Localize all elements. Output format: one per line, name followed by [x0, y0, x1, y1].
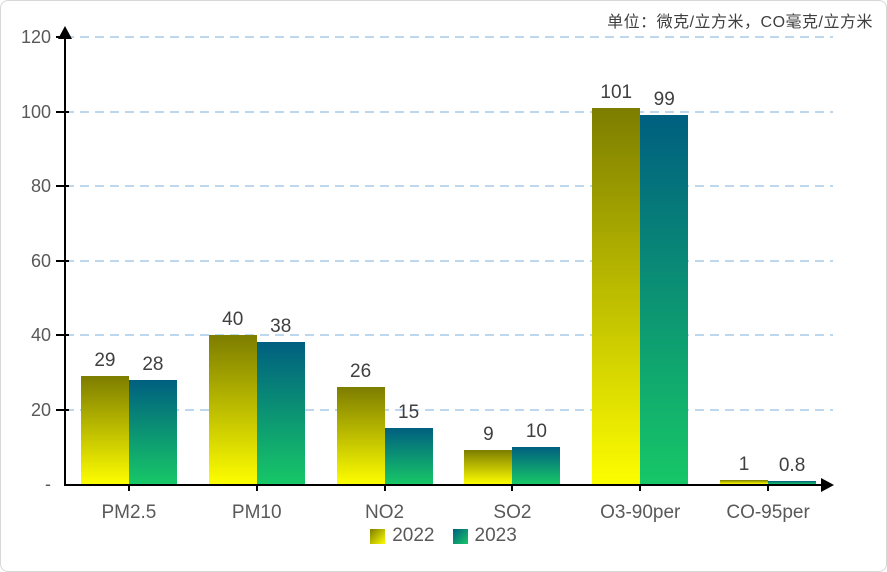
x-axis-tick: [511, 486, 514, 491]
bar-value-label: 10: [525, 420, 547, 442]
bar-value-label: 26: [350, 361, 372, 383]
bar-2022: [464, 450, 513, 484]
category-label: PM2.5: [101, 502, 157, 523]
bar-2022: [80, 375, 129, 484]
y-axis-tick: [56, 185, 69, 187]
gridline: [65, 408, 833, 411]
gridline: [65, 36, 833, 38]
bar-value-label: 29: [94, 349, 116, 371]
y-tick-label: 80: [30, 176, 51, 196]
bar-value-label: 99: [653, 89, 675, 111]
bar-2023: [640, 115, 689, 484]
x-axis-tick: [255, 486, 258, 491]
x-axis-tick: [383, 486, 386, 491]
bar-value-label: 40: [222, 309, 244, 330]
bar-2023: [384, 428, 433, 484]
category-label: NO2: [365, 502, 405, 523]
bar-2023: [256, 342, 305, 484]
bar-2023: [512, 446, 561, 484]
bar-value-label: 101: [600, 81, 633, 103]
gridline: [65, 185, 833, 187]
legend-label-2023: 2023: [474, 525, 517, 546]
legend: 2022 2023: [1, 525, 886, 547]
legend-swatch-2023: [452, 528, 468, 544]
y-tick-label: 40: [30, 325, 51, 345]
bar-value-label: 1: [738, 454, 750, 476]
bar-value-label: 0.8: [778, 455, 806, 477]
y-axis-tick: [56, 110, 69, 113]
bar-value-label: 28: [142, 353, 164, 375]
y-tick-label: -: [45, 474, 51, 494]
unit-label: 单位：微克/立方米，CO毫克/立方米: [607, 14, 873, 31]
legend-swatch-2022: [370, 528, 386, 544]
x-axis-tick: [127, 486, 130, 491]
bar-2022: [592, 107, 641, 484]
category-label: SO2: [493, 502, 532, 523]
bar-value-label: 9: [483, 424, 494, 446]
x-axis-arrow-icon: [821, 478, 834, 492]
x-axis-line: [64, 484, 822, 486]
bar-2022: [208, 335, 257, 484]
x-axis-tick: [639, 486, 642, 491]
y-tick-label: 20: [30, 399, 51, 420]
bar-2022: [720, 480, 769, 484]
gridline: [65, 334, 833, 336]
bar-value-label: 15: [398, 402, 420, 424]
y-axis-tick: [56, 334, 69, 336]
bar-2023: [768, 481, 817, 484]
bar-2023: [128, 379, 177, 484]
legend-item-2023: 2023: [452, 525, 517, 547]
x-axis-tick: [767, 486, 770, 491]
y-tick-label: 120: [20, 27, 51, 47]
category-label: O3-90per: [600, 502, 681, 523]
legend-item-2022: 2022: [370, 525, 435, 547]
y-axis-tick: [56, 408, 69, 411]
gridline: [65, 259, 833, 262]
y-axis-tick: [56, 259, 69, 262]
category-label: PM10: [231, 502, 282, 523]
legend-label-2022: 2022: [392, 525, 435, 546]
bar-2022: [336, 387, 385, 484]
bar-value-label: 38: [270, 316, 292, 338]
y-tick-label: 60: [30, 250, 51, 271]
y-axis-arrow-icon: [58, 26, 72, 39]
category-label: CO-95per: [726, 502, 810, 523]
y-tick-label: 100: [20, 101, 51, 122]
gridline: [65, 110, 833, 113]
y-axis-line: [64, 37, 66, 486]
